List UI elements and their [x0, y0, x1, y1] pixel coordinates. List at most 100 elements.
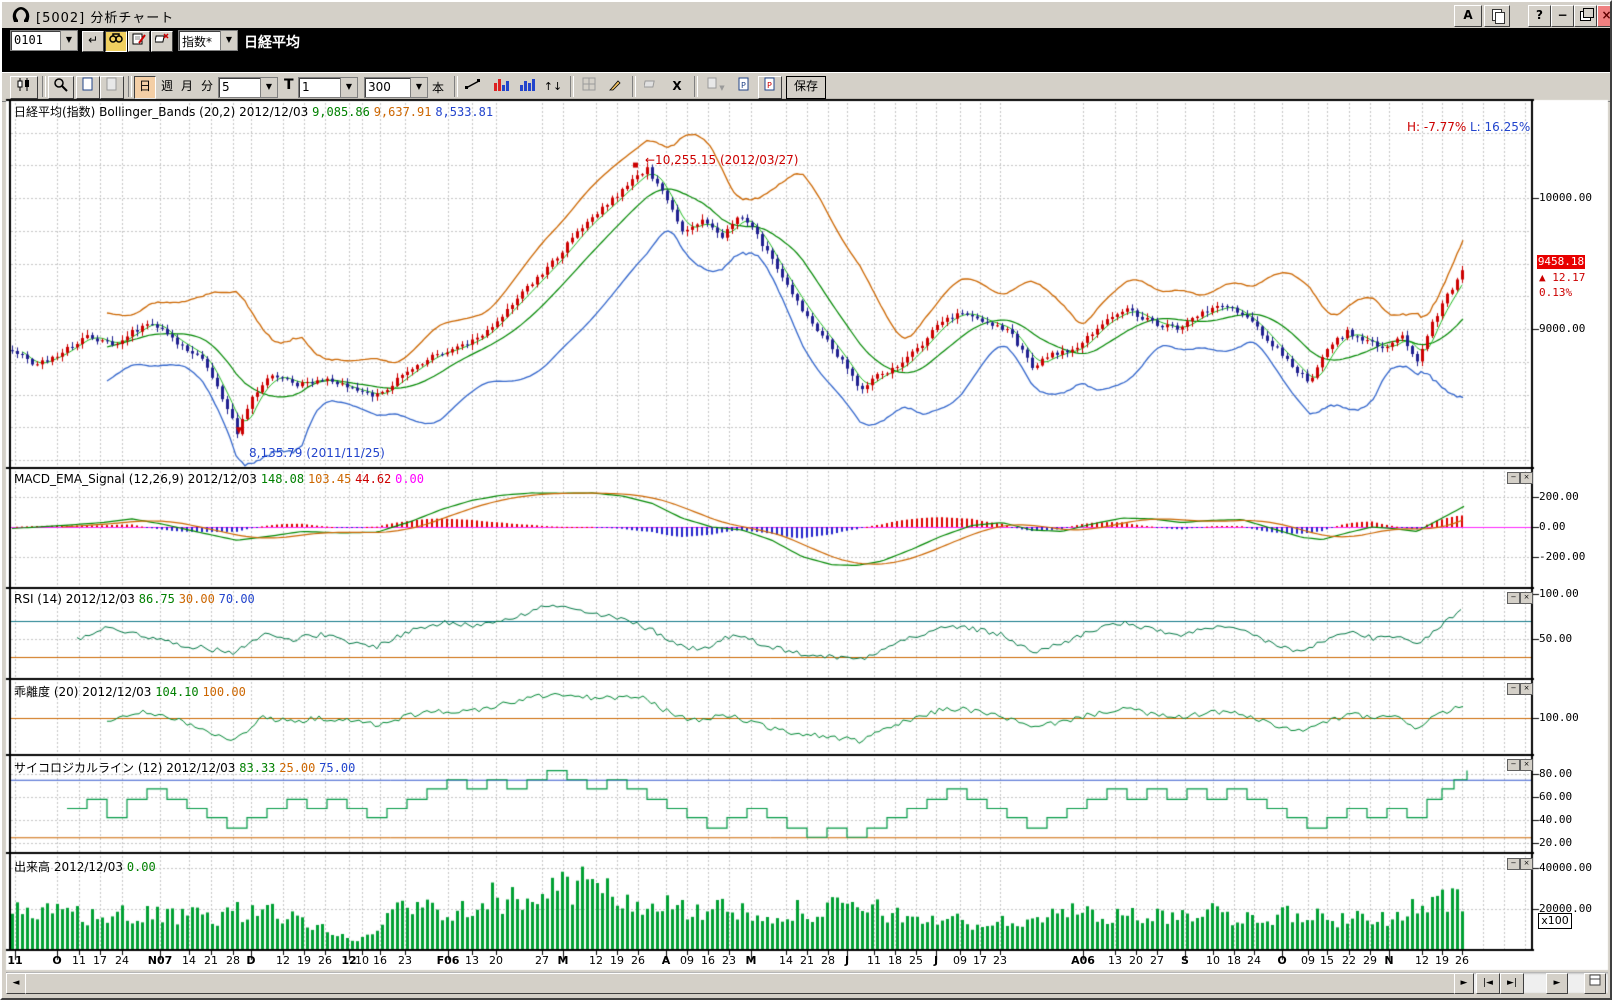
psy-value: 83.33	[239, 761, 276, 775]
x-axis-label: 14	[779, 954, 793, 967]
x-axis-label: 12	[276, 954, 290, 967]
y-axis-label: -200.00	[1539, 550, 1586, 563]
psy-upper-value: 75.00	[319, 761, 356, 775]
macd-osc-value: 44.62	[355, 472, 392, 486]
y-axis-label: 40000.00	[1539, 861, 1592, 874]
x-axis-label: J	[933, 954, 939, 967]
psy-title: サイコロジカルライン (12) 2012/12/03	[14, 761, 236, 775]
main-panel-title: 日経平均(指数) Bollinger_Bands (20,2) 2012/12/…	[14, 105, 309, 119]
y-axis-label: 60.00	[1539, 790, 1573, 803]
current-price-badge: 9458.18	[1537, 255, 1585, 269]
psy-close-button[interactable]: ×	[1520, 759, 1533, 771]
macd-zero-value: 0.00	[395, 472, 424, 486]
rsi-upper-value: 70.00	[218, 592, 255, 606]
rsi-panel-header: RSI (14) 2012/12/03 86.75 30.00 70.00	[14, 592, 255, 606]
psy-lower-value: 25.00	[279, 761, 316, 775]
kairi-close-button[interactable]: ×	[1520, 683, 1533, 695]
x-axis-label: 25	[909, 954, 923, 967]
x-axis-label: S	[1181, 954, 1189, 967]
x-axis-label: J	[844, 954, 850, 967]
kairi-minimize-button[interactable]: −	[1507, 683, 1520, 695]
x-axis-label: O	[52, 954, 62, 967]
x-axis-label: 23	[722, 954, 736, 967]
x-axis-label: F06	[436, 954, 460, 967]
kairi-panel-header: 乖離度 (20) 2012/12/03 104.10 100.00	[14, 683, 246, 700]
low-annotation: 8,135.79 (2011/11/25)	[249, 446, 385, 460]
macd-minimize-button[interactable]: −	[1507, 472, 1520, 484]
x-axis-label: 19	[1435, 954, 1449, 967]
y-axis-label: 20000.00	[1539, 902, 1592, 915]
y-axis-label: 9000.00	[1539, 322, 1586, 335]
macd-value: 148.08	[260, 472, 305, 486]
x-axis-label: 23	[398, 954, 412, 967]
volume-panel-header: 出来高 2012/12/03 0.00	[14, 858, 156, 875]
x-axis-label: N	[1384, 954, 1394, 967]
x-axis-label: O	[1277, 954, 1287, 967]
y-axis-label: 50.00	[1539, 632, 1573, 645]
x-axis-label: 22	[1342, 954, 1356, 967]
y-axis-label: 40.00	[1539, 813, 1573, 826]
x-axis-label: 19	[297, 954, 311, 967]
x-axis-label: D	[246, 954, 256, 967]
price-change-pct: 0.13%	[1539, 286, 1573, 299]
y-axis-label: 20.00	[1539, 836, 1573, 849]
x-axis-label: 12	[341, 954, 357, 967]
x-axis-label: 20	[1129, 954, 1143, 967]
volume-title: 出来高 2012/12/03	[14, 860, 123, 874]
x-axis-label: 16	[701, 954, 715, 967]
x-axis-label: 21	[204, 954, 218, 967]
y-axis-label: 10000.00	[1539, 191, 1592, 204]
y-axis-label: 100.00	[1539, 711, 1579, 724]
x-axis-label: 27	[1150, 954, 1164, 967]
x-axis-label: 11	[72, 954, 86, 967]
up-arrow-icon: ▲	[1539, 271, 1546, 284]
psy-minimize-button[interactable]: −	[1507, 759, 1520, 771]
x-axis-label: 26	[631, 954, 645, 967]
x-axis-label: 23	[993, 954, 1007, 967]
rsi-lower-value: 30.00	[178, 592, 215, 606]
volume-close-button[interactable]: ×	[1520, 858, 1533, 870]
x-axis-label: 12	[589, 954, 603, 967]
high-annotation: ←10,255.15 (2012/03/27)	[645, 153, 799, 167]
x-axis-label: 16	[373, 954, 387, 967]
x-axis-label: A	[661, 954, 671, 967]
price-change-line: ▲ 12.17	[1539, 271, 1585, 284]
x-axis-label: M	[745, 954, 757, 967]
low-stat: L: 16.25%	[1470, 120, 1531, 134]
y-axis-label: 0.00	[1539, 520, 1566, 533]
x-axis-label: 09	[953, 954, 967, 967]
x-axis-label: 17	[93, 954, 107, 967]
x-axis-label: 24	[1247, 954, 1261, 967]
volume-minimize-button[interactable]: −	[1507, 858, 1520, 870]
x-axis-label: 26	[1455, 954, 1469, 967]
x-axis-label: 15	[1320, 954, 1334, 967]
x-axis-label: 14	[182, 954, 196, 967]
macd-title: MACD_EMA_Signal (12,26,9) 2012/12/03	[14, 472, 257, 486]
x-axis-label: 29	[1363, 954, 1377, 967]
x-axis-label: 28	[821, 954, 835, 967]
y-axis-label: 100.00	[1539, 587, 1579, 600]
x-axis-label: 10	[355, 954, 369, 967]
x-axis-label: 09	[1301, 954, 1315, 967]
rsi-minimize-button[interactable]: −	[1507, 592, 1520, 604]
x-axis-label: M	[557, 954, 569, 967]
main-panel-header: 日経平均(指数) Bollinger_Bands (20,2) 2012/12/…	[14, 103, 493, 120]
x-axis-label: 12	[1415, 954, 1429, 967]
x-axis-label: 11	[867, 954, 881, 967]
x-axis-label: 17	[973, 954, 987, 967]
x-axis-label: 24	[115, 954, 129, 967]
rsi-close-button[interactable]: ×	[1520, 592, 1533, 604]
x-axis-label: 20	[489, 954, 503, 967]
x-axis-label: N07	[147, 954, 173, 967]
x-axis-label: 13	[465, 954, 479, 967]
volume-value: 0.00	[126, 860, 156, 874]
x-axis-label: 10	[1206, 954, 1220, 967]
x-axis-label: 09	[680, 954, 694, 967]
x-axis-label: 18	[1227, 954, 1241, 967]
y-axis-label: 80.00	[1539, 767, 1573, 780]
macd-close-button[interactable]: ×	[1520, 472, 1533, 484]
macd-panel-header: MACD_EMA_Signal (12,26,9) 2012/12/03 148…	[14, 472, 424, 486]
x-axis-label: 28	[226, 954, 240, 967]
